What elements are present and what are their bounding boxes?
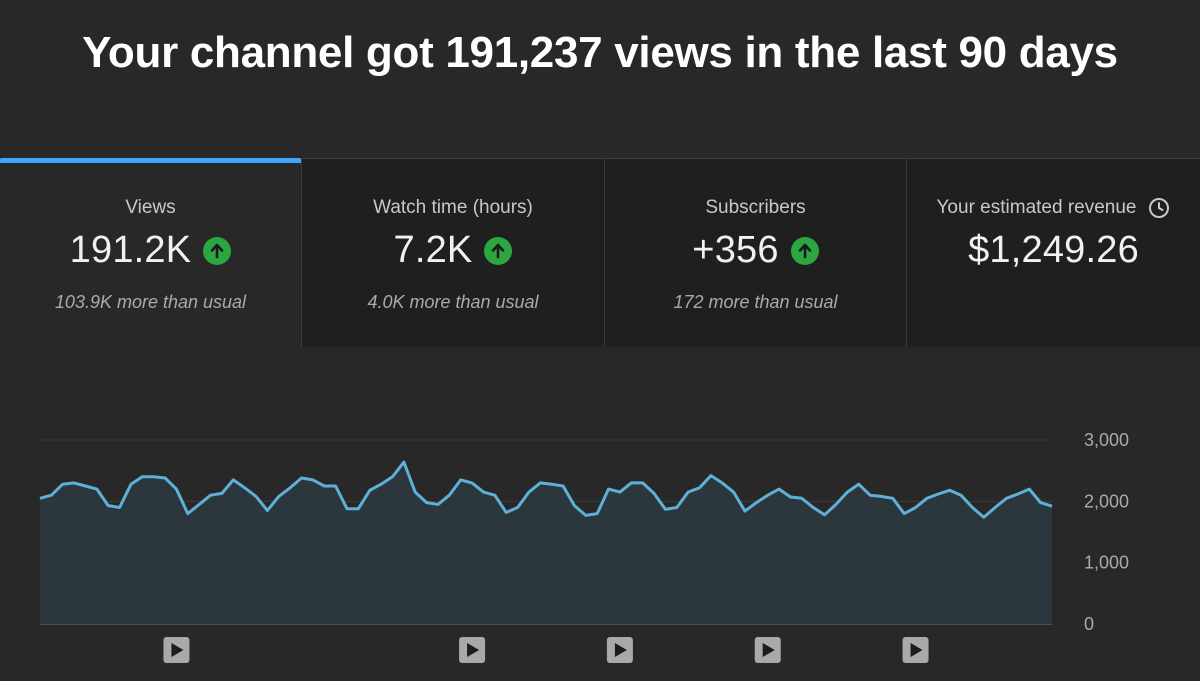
metric-value-subscribers: +356 xyxy=(692,229,779,271)
views-area xyxy=(40,462,1052,624)
tab-subscribers[interactable]: Subscribers +356 172 more than usual xyxy=(605,159,907,347)
y-tick-label: 2,000 xyxy=(1084,491,1129,511)
metric-tabs: Views 191.2K 103.9K more than usual Watc… xyxy=(0,158,1200,347)
metric-note-watch-time: 4.0K more than usual xyxy=(367,292,539,312)
views-chart-svg: 3,000 2,000 1,000 0 xyxy=(39,430,1129,663)
play-icon[interactable] xyxy=(902,637,929,663)
play-icon[interactable] xyxy=(754,637,781,663)
arrow-up-icon xyxy=(790,236,819,265)
active-tab-indicator xyxy=(0,158,301,163)
views-line xyxy=(39,460,1053,519)
arrow-up-icon xyxy=(203,236,232,265)
views-chart: 3,000 2,000 1,000 0 xyxy=(0,346,1200,676)
metric-label-views: Views xyxy=(125,197,176,218)
tab-watch-time[interactable]: Watch time (hours) 7.2K 4.0K more than u… xyxy=(302,159,605,347)
y-tick-label: 1,000 xyxy=(1084,553,1129,573)
metric-value-revenue: $1,249.26 xyxy=(968,229,1139,271)
metric-value-watch-time: 7.2K xyxy=(393,229,473,271)
play-icon[interactable] xyxy=(163,637,190,663)
tab-estimated-revenue[interactable]: Your estimated revenue $1,249.26 xyxy=(907,159,1200,347)
metric-label-revenue: Your estimated revenue xyxy=(936,197,1137,218)
tab-views[interactable]: Views 191.2K 103.9K more than usual xyxy=(0,158,302,347)
metric-value-views: 191.2K xyxy=(69,229,192,271)
y-tick-label: 0 xyxy=(1084,614,1094,634)
arrow-up-icon xyxy=(484,236,513,265)
play-icon[interactable] xyxy=(459,637,486,663)
page-title: Your channel got 191,237 views in the la… xyxy=(82,28,1118,77)
y-tick-label: 3,000 xyxy=(1084,430,1129,450)
metric-label-watch-time: Watch time (hours) xyxy=(373,197,533,218)
metric-note-subscribers: 172 more than usual xyxy=(673,292,838,312)
metric-note-views: 103.9K more than usual xyxy=(54,292,247,312)
play-icon[interactable] xyxy=(606,637,633,663)
metric-label-subscribers: Subscribers xyxy=(705,197,806,218)
clock-icon xyxy=(1148,197,1170,219)
